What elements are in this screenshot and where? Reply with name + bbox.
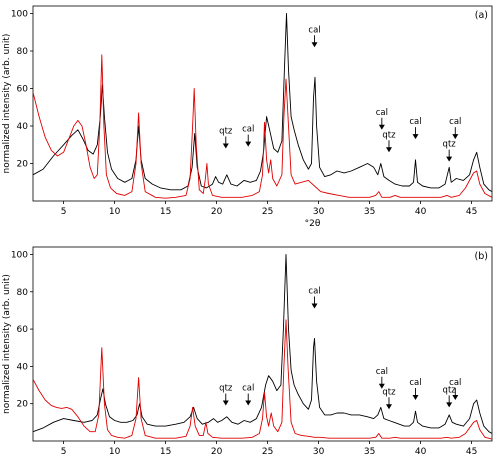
x-tick-label: 25 bbox=[262, 207, 273, 217]
annotation-arrowhead bbox=[385, 147, 392, 153]
peak-annotation-cal: cal bbox=[308, 25, 320, 35]
x-tick-label: 40 bbox=[415, 207, 427, 217]
panel-b: 5 10 15 20 25 30 35 40 45 20 40 60 80 100 normalized i… bbox=[2, 246, 493, 457]
x-tick-label: 35 bbox=[364, 447, 375, 457]
annotation-arrowhead bbox=[245, 400, 252, 406]
peak-annotation-cal: cal bbox=[449, 117, 461, 127]
y-tick-label: 40 bbox=[17, 362, 29, 372]
x-tick-label: 5 bbox=[61, 447, 67, 457]
x-axis-title: °2θ bbox=[305, 219, 321, 229]
annotation-arrowhead bbox=[385, 404, 392, 410]
x-tick-label: 20 bbox=[211, 207, 223, 217]
annotation-arrowhead bbox=[452, 134, 459, 140]
peak-annotation-qtz: qtz bbox=[219, 127, 233, 137]
annotation-arrowhead bbox=[311, 42, 318, 48]
y-tick-label: 60 bbox=[17, 325, 29, 335]
y-tick-label: 20 bbox=[17, 400, 29, 410]
y-tick-label: 20 bbox=[17, 160, 29, 170]
x-tick-label: 45 bbox=[466, 207, 477, 217]
x-tick-label: 40 bbox=[415, 447, 427, 457]
x-tick-label: 30 bbox=[313, 207, 325, 217]
y-tick-label: 80 bbox=[17, 288, 29, 298]
peak-annotation-cal: cal bbox=[376, 367, 388, 377]
peak-annotation-qtz: qtz bbox=[443, 140, 457, 150]
plot-frame bbox=[32, 246, 493, 442]
peak-annotation-cal: cal bbox=[449, 378, 461, 388]
x-tick-label: 10 bbox=[109, 207, 121, 217]
peak-annotation-cal: cal bbox=[376, 108, 388, 118]
y-axis-title: normalized intensity (arb. unit) bbox=[2, 34, 12, 174]
peak-annotation-cal: cal bbox=[409, 117, 421, 127]
black-pattern-line bbox=[32, 13, 493, 192]
x-tick-label: 20 bbox=[211, 447, 223, 457]
annotation-arrowhead bbox=[311, 303, 318, 309]
peak-annotation-qtz: qtz bbox=[219, 384, 233, 394]
annotation-arrowhead bbox=[378, 383, 385, 389]
annotation-arrowhead bbox=[446, 156, 453, 162]
y-tick-label: 100 bbox=[11, 250, 28, 260]
y-tick-label: 100 bbox=[11, 10, 28, 20]
peak-annotation-cal: cal bbox=[308, 287, 320, 297]
x-tick-label: 10 bbox=[109, 447, 121, 457]
plot-frame bbox=[32, 5, 493, 202]
red-pattern-line bbox=[32, 319, 493, 440]
peak-annotation-cal: cal bbox=[242, 384, 254, 394]
peak-annotation-cal: cal bbox=[409, 378, 421, 388]
y-tick-label: 40 bbox=[17, 122, 29, 132]
x-tick-label: 15 bbox=[160, 207, 171, 217]
x-tick-label: 30 bbox=[313, 447, 325, 457]
panel-label: (b) bbox=[475, 251, 488, 262]
panel-label: (a) bbox=[475, 10, 488, 21]
annotation-arrowhead bbox=[378, 124, 385, 130]
y-axis-title: normalized intensity (arb. unit) bbox=[2, 274, 12, 414]
x-tick-label: 5 bbox=[61, 207, 67, 217]
black-pattern-line bbox=[32, 254, 493, 434]
peak-annotation-qtz: qtz bbox=[382, 130, 396, 140]
annotation-arrowhead bbox=[412, 134, 419, 140]
x-tick-label: 15 bbox=[160, 447, 171, 457]
annotation-arrowhead bbox=[412, 394, 419, 400]
x-tick-label: 25 bbox=[262, 447, 273, 457]
annotation-arrowhead bbox=[446, 402, 453, 408]
x-tick-label: 45 bbox=[466, 447, 477, 457]
x-tick-label: 35 bbox=[364, 207, 375, 217]
y-tick-label: 80 bbox=[17, 47, 29, 57]
annotation-arrowhead bbox=[222, 400, 229, 406]
annotation-arrowhead bbox=[452, 394, 459, 400]
peak-annotation-cal: cal bbox=[242, 125, 254, 135]
y-tick-label: 60 bbox=[17, 85, 29, 95]
peak-annotation-qtz: qtz bbox=[382, 387, 396, 397]
annotation-arrowhead bbox=[245, 141, 252, 147]
annotation-arrowhead bbox=[222, 143, 229, 149]
panel-a: 5 10 15 20 25 30 35 40 45 20 40 60 80 100 normalized i… bbox=[2, 5, 493, 229]
peak-annotation-qtz: qtz bbox=[443, 385, 457, 395]
red-pattern-line bbox=[32, 54, 493, 199]
